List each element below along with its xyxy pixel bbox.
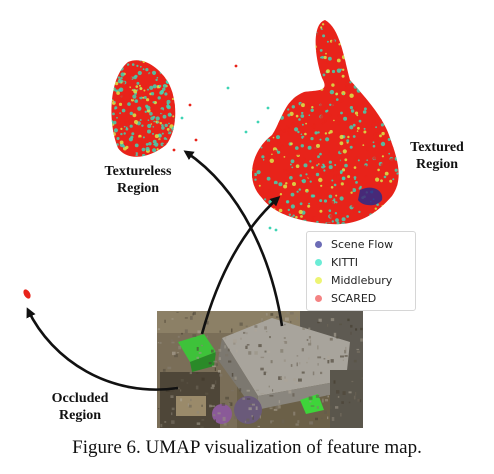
- legend-label: Scene Flow: [331, 237, 394, 251]
- textureless-label-line2: Region: [117, 181, 159, 196]
- legend-dot-icon: [315, 258, 322, 266]
- legend: Scene Flow KITTI Middlebury SCARED: [306, 231, 416, 311]
- textureless-label-line1: Textureless: [104, 164, 172, 179]
- arrows: [26, 150, 284, 391]
- occluded-region-label: Occluded Region: [28, 390, 132, 424]
- legend-dot-icon: [315, 240, 322, 248]
- figure-caption: Figure 6. UMAP visualization of feature …: [72, 437, 422, 458]
- stray-points: [172, 64, 278, 232]
- legend-label: SCARED: [331, 291, 377, 305]
- legend-label: Middlebury: [331, 273, 393, 287]
- occluded-cluster: [23, 289, 31, 299]
- textured-cluster: [251, 20, 399, 225]
- legend-item-kitti: KITTI: [315, 255, 358, 269]
- textureless-cluster: [111, 60, 176, 157]
- legend-item-scared: SCARED: [315, 291, 376, 305]
- legend-dot-icon: [315, 276, 322, 284]
- textured-region-label: Textured Region: [396, 139, 478, 173]
- disparity-image: [157, 311, 363, 428]
- occluded-label-line1: Occluded: [51, 391, 109, 406]
- legend-dot-icon: [315, 294, 322, 302]
- occluded-label-line2: Region: [59, 408, 101, 423]
- legend-item-scene-flow: Scene Flow: [315, 237, 393, 251]
- arrow-to-textured: [200, 195, 281, 335]
- textured-label-line2: Region: [416, 157, 458, 172]
- legend-item-middlebury: Middlebury: [315, 273, 392, 287]
- textureless-region-label: Textureless Region: [84, 163, 192, 197]
- arrow-to-occluded: [26, 307, 179, 391]
- textured-label-line1: Textured: [410, 140, 464, 155]
- legend-label: KITTI: [331, 255, 358, 269]
